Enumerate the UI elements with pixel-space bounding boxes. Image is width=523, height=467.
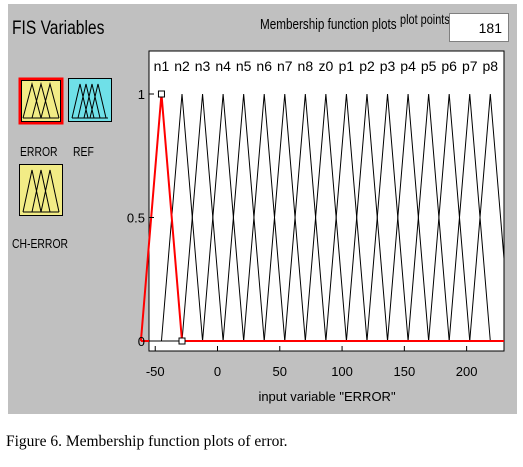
mf-curve-n8[interactable] — [284, 93, 327, 342]
variable-ref-box[interactable] — [68, 78, 112, 122]
fis-editor-panel: FIS Variables Membership function plots … — [8, 4, 517, 414]
mf-label-n6[interactable]: n6 — [256, 58, 272, 74]
x-tick-label: 0 — [214, 364, 221, 379]
x-tick-label: 150 — [393, 364, 415, 379]
mf-label-p7[interactable]: p7 — [462, 58, 478, 74]
mf-label-p3[interactable]: p3 — [380, 58, 396, 74]
mf-curve-n5[interactable] — [222, 93, 265, 342]
membership-plots-label: Membership function plots — [260, 16, 397, 33]
mf-curve-z0[interactable] — [304, 93, 347, 342]
y-tick-label: 0.5 — [127, 211, 145, 226]
mf-handle[interactable] — [157, 90, 165, 98]
mf-curve-p3[interactable] — [366, 93, 409, 342]
mf-label-p5[interactable]: p5 — [421, 58, 437, 74]
mf-curve-n3[interactable] — [181, 93, 224, 342]
y-tick-label: 0 — [138, 334, 145, 349]
mf-label-p8[interactable]: p8 — [483, 58, 499, 74]
mf-curve-n6[interactable] — [243, 93, 286, 342]
variable-ch-error-label: CH-ERROR — [12, 236, 69, 251]
mf-curve-p4[interactable] — [387, 93, 430, 342]
variable-ch-error-box[interactable] — [19, 164, 63, 216]
plot-points-label: plot points: — [400, 11, 453, 27]
mf-curve-p7[interactable] — [448, 93, 491, 342]
mf-label-p2[interactable]: p2 — [359, 58, 375, 74]
mf-icon — [18, 77, 64, 125]
mf-label-p1[interactable]: p1 — [339, 58, 355, 74]
figure-caption: Figure 6. Membership function plots of e… — [6, 433, 288, 450]
mf-curve-p5[interactable] — [407, 93, 450, 342]
mf-label-n7[interactable]: n7 — [277, 58, 293, 74]
mf-curve-p2[interactable] — [345, 93, 389, 342]
mf-curve-n4[interactable] — [202, 93, 245, 342]
mf-label-n2[interactable]: n2 — [174, 58, 190, 74]
fis-variables-title: FIS Variables — [12, 18, 105, 39]
mf-icon — [19, 164, 63, 216]
mf-label-n3[interactable]: n3 — [195, 58, 211, 74]
mf-label-n8[interactable]: n8 — [298, 58, 314, 74]
x-tick-label: 200 — [456, 364, 478, 379]
mf-icon — [68, 78, 112, 122]
mf-curve-p1[interactable] — [325, 93, 368, 342]
mf-label-p4[interactable]: p4 — [400, 58, 416, 74]
mf-label-n1[interactable]: n1 — [154, 58, 170, 74]
mf-curve-p8[interactable] — [469, 93, 505, 342]
y-tick-label: 1 — [138, 87, 145, 102]
variable-error-box[interactable] — [17, 76, 65, 126]
variable-error-label: ERROR — [20, 144, 58, 159]
mf-curve-p6[interactable] — [428, 93, 471, 342]
mf-label-p6[interactable]: p6 — [441, 58, 457, 74]
variable-ref-label: REF — [73, 144, 94, 159]
mf-label-n4[interactable]: n4 — [215, 58, 231, 74]
mf-handle[interactable] — [178, 337, 186, 345]
mf-curve-n2[interactable] — [160, 93, 204, 342]
x-tick-label: -50 — [146, 364, 165, 379]
plot-points-input[interactable] — [449, 13, 509, 42]
x-tick-label: 50 — [273, 364, 287, 379]
x-axis-label: input variable "ERROR" — [258, 389, 396, 404]
mf-label-n5[interactable]: n5 — [236, 58, 252, 74]
mf-label-z0[interactable]: z0 — [318, 58, 333, 74]
membership-function-plot[interactable]: n1 n2 n3 n4 n5 n6 n7 n8 z0 p1 p2 p3 p4 p5 p6 p7 p8 -50 0 5… — [8, 4, 517, 414]
x-tick-label: 100 — [331, 364, 353, 379]
mf-curve-n7[interactable] — [263, 93, 306, 342]
